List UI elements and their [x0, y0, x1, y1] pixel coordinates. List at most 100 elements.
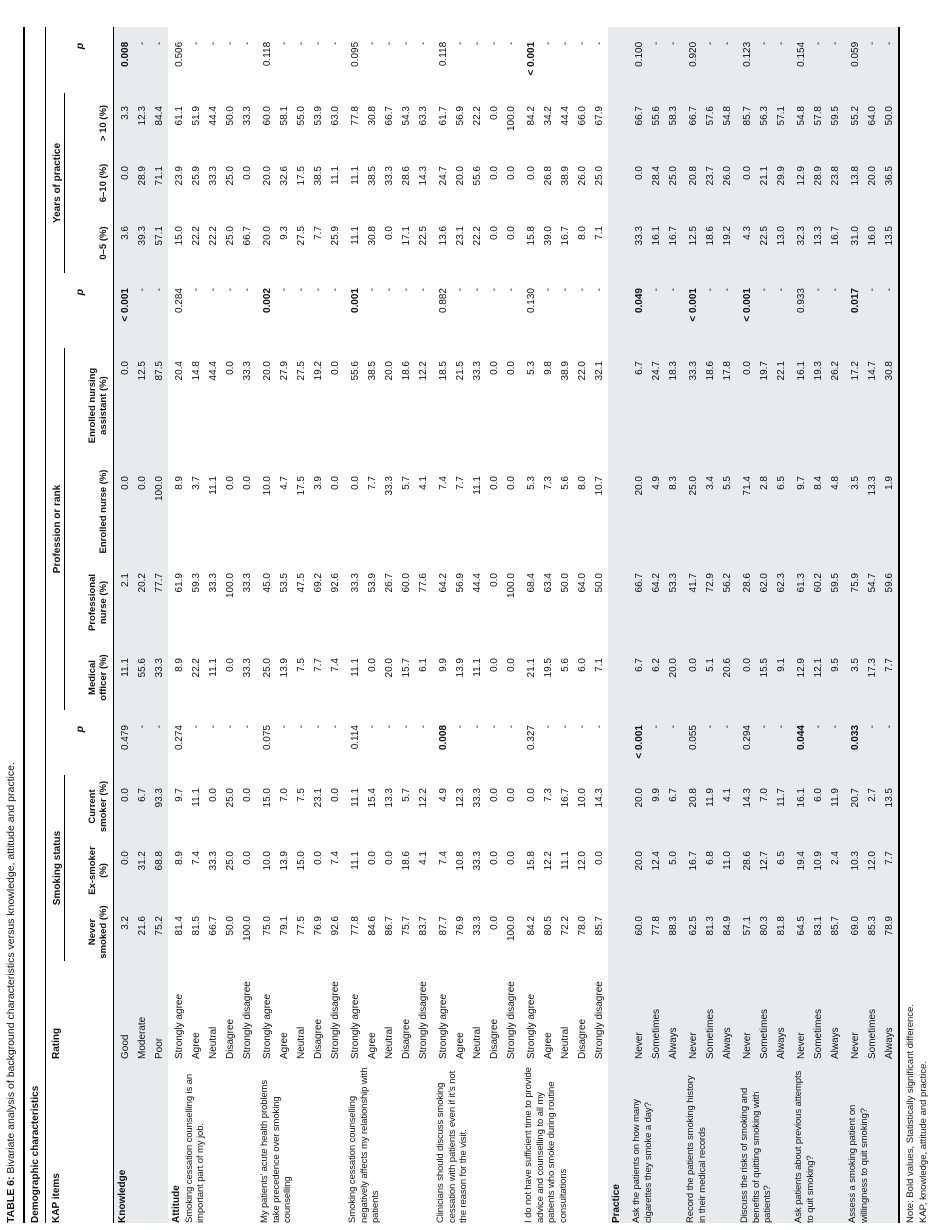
- value-cell: 13.0: [773, 213, 790, 273]
- value-cell: 16.1: [648, 213, 665, 273]
- value-cell: 0.0: [506, 658, 517, 672]
- value-cell: 15.8: [526, 851, 537, 871]
- value-cell: 0.0: [113, 838, 134, 903]
- item-cell: Ask the patients on how many cigarettes …: [628, 1059, 682, 1223]
- value-cell: 20.0: [262, 166, 273, 186]
- p-dash-cell: -: [367, 41, 378, 46]
- value-cell: 13.3: [384, 788, 395, 808]
- value-cell: 44.4: [472, 573, 483, 593]
- value-cell: 56.9: [455, 106, 466, 126]
- value-cell: 3.5: [844, 463, 864, 560]
- table-row: Agree 84.6 0.0 15.4 - 0.0 53.9 7.7 38.5 - 30.8 38.5…: [364, 27, 381, 1223]
- p-dash-cell: -: [472, 288, 483, 292]
- table-row: Agree 80.5 12.2 7.3 - 19.5 63.4 7.3 9.8 - 39.0 26.8…: [540, 27, 557, 1223]
- value-cell: 0.0: [313, 851, 324, 865]
- empty-cell: [608, 213, 628, 273]
- value-cell: 62.3: [773, 560, 790, 645]
- value-cell: 72.2: [560, 916, 571, 936]
- value-cell: 11.1: [350, 851, 361, 870]
- value-cell: 80.3: [756, 903, 773, 961]
- value-cell: 4.1: [418, 476, 429, 490]
- value-cell: 6.0: [577, 658, 588, 672]
- value-cell: 10.7: [594, 476, 605, 496]
- table-row: Strongly disagree 100.0 0.0 0.0 - 33.3 33.3 0.0…: [239, 27, 256, 1223]
- value-cell: 47.5: [296, 573, 307, 593]
- empty-cell: [608, 838, 628, 903]
- value-cell: 0.0: [506, 361, 517, 375]
- value-cell: 3.4: [702, 463, 719, 560]
- value-cell: 57.1: [151, 213, 168, 273]
- rating-cell: Neutral: [560, 1026, 571, 1059]
- value-cell: 5.3: [526, 361, 537, 375]
- value-cell: 100.0: [242, 916, 253, 942]
- column-header-0-1: Ex-smoker (%): [64, 838, 114, 903]
- column-header-2-0: 0–5 (%): [64, 213, 114, 273]
- rating-cell: Never: [682, 961, 702, 1059]
- value-cell: 21.5: [455, 361, 466, 381]
- value-cell: 60.0: [262, 106, 273, 126]
- p-dash-cell: -: [648, 710, 665, 775]
- p-value-cell: 0.001: [350, 288, 361, 314]
- p-dash-cell: -: [313, 288, 324, 292]
- value-cell: 32.6: [279, 166, 290, 186]
- value-cell: 10.0: [577, 788, 588, 808]
- value-cell: 15.0: [296, 851, 307, 871]
- p-dash-cell: -: [864, 710, 881, 775]
- header-p-1: p: [45, 273, 114, 348]
- value-cell: 28.9: [134, 153, 151, 213]
- p-value-cell: 0.284: [174, 288, 185, 314]
- band-header-0: Smoking status: [45, 775, 65, 961]
- value-cell: 20.0: [628, 463, 648, 560]
- value-cell: 28.6: [736, 560, 756, 645]
- rating-cell: Sometimes: [702, 961, 719, 1059]
- table-row: Neutral 33.3 33.3 33.3 - 11.1 44.4 11.1 33.3 - 22.…: [469, 27, 486, 1223]
- p-value-cell: < 0.001: [526, 41, 537, 76]
- rating-cell: Strongly agree: [174, 993, 185, 1059]
- value-cell: 6.8: [702, 838, 719, 903]
- value-cell: 30.8: [881, 348, 899, 463]
- value-cell: 38.5: [367, 166, 378, 186]
- value-cell: 54.3: [401, 106, 412, 126]
- value-cell: 11.1: [208, 476, 219, 495]
- rating-cell: Strongly disagree: [242, 981, 253, 1059]
- value-cell: 18.6: [702, 348, 719, 463]
- empty-cell: [608, 775, 628, 838]
- value-cell: 11.0: [719, 838, 736, 903]
- p-dash-cell: -: [810, 273, 827, 348]
- rating-cell: Sometimes: [864, 961, 881, 1059]
- p-dash-cell: -: [702, 273, 719, 348]
- value-cell: 0.0: [113, 348, 134, 463]
- value-cell: 0.0: [330, 361, 341, 375]
- p-value-cell: 0.008: [438, 725, 449, 751]
- value-cell: 0.0: [526, 166, 537, 180]
- value-cell: 8.9: [174, 476, 185, 490]
- column-header-1-2: Enrolled nurse (%): [64, 463, 114, 560]
- header-p-0: p: [45, 710, 114, 775]
- table-row: Always 81.8 6.5 11.7-9.1 62.3 6.5 22.1-13.0 29.…: [773, 26, 790, 1223]
- p-dash-cell: -: [594, 288, 605, 292]
- value-cell: 83.1: [810, 903, 827, 961]
- value-cell: 27.5: [296, 226, 307, 246]
- value-cell: 7.4: [191, 851, 202, 865]
- value-cell: 62.5: [682, 903, 702, 961]
- p-dash-cell: -: [279, 288, 290, 292]
- value-cell: 12.3: [455, 788, 466, 808]
- value-cell: 12.4: [648, 838, 665, 903]
- rating-cell: Always: [773, 961, 790, 1059]
- value-cell: 4.3: [736, 213, 756, 273]
- p-dash-cell: -: [134, 710, 151, 775]
- value-cell: 7.1: [594, 658, 605, 672]
- value-cell: 6.7: [134, 775, 151, 838]
- p-dash-cell: -: [648, 273, 665, 348]
- empty-cell: [608, 961, 628, 1059]
- value-cell: 56.3: [756, 93, 773, 153]
- value-cell: 33.3: [208, 166, 219, 186]
- value-cell: 7.3: [543, 788, 554, 802]
- value-cell: 22.2: [472, 226, 483, 246]
- value-cell: 25.0: [225, 788, 236, 808]
- value-cell: 11.1: [560, 851, 571, 870]
- value-cell: 15.4: [367, 788, 378, 808]
- value-cell: 77.8: [350, 106, 361, 126]
- value-cell: 66.7: [628, 560, 648, 645]
- value-cell: 28.4: [648, 153, 665, 213]
